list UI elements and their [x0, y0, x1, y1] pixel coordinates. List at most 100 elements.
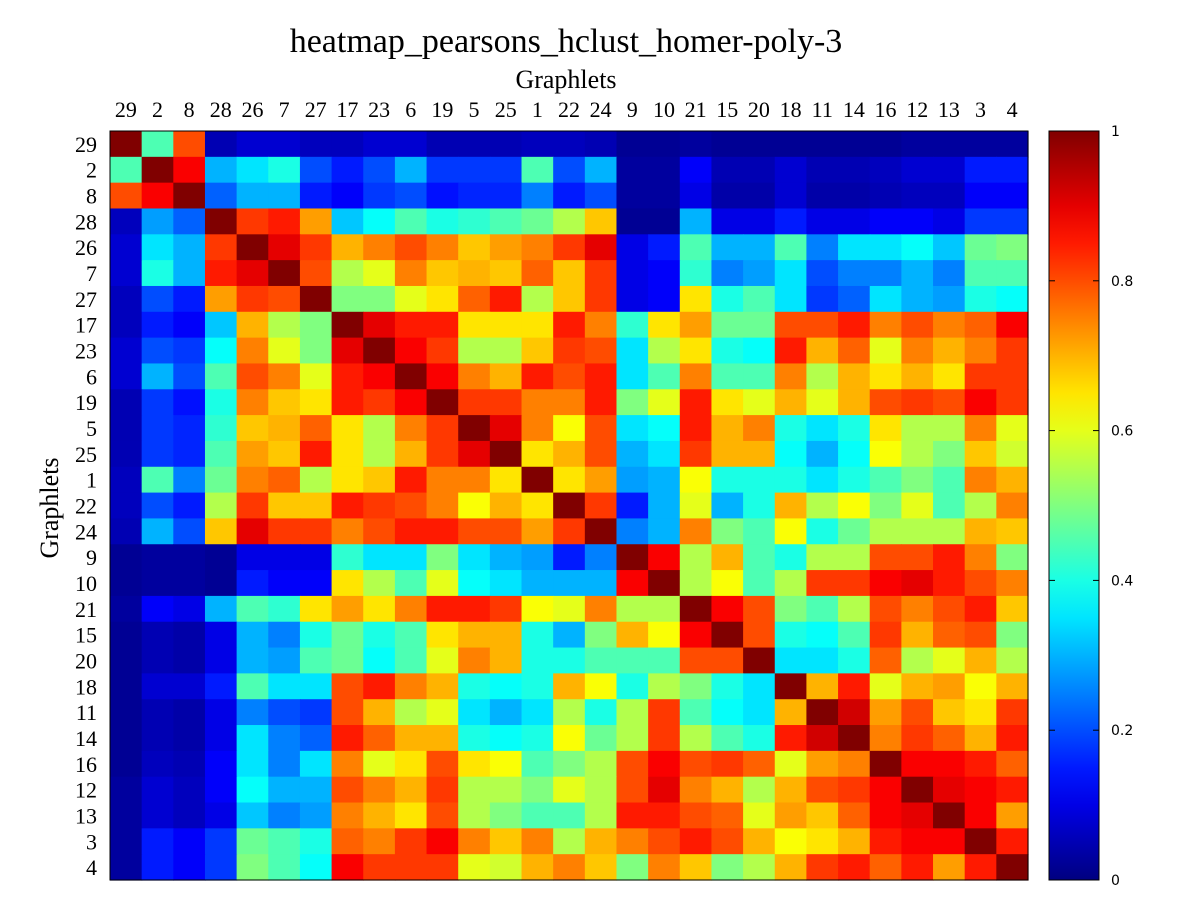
heatmap-cell: [141, 492, 174, 520]
plot-frame: [109, 130, 1029, 881]
heatmap-cell: [933, 725, 966, 752]
heatmap-cell: [806, 311, 839, 339]
heatmap-cell: [173, 182, 206, 210]
heatmap-cell: [521, 440, 554, 468]
heatmap-cell: [648, 595, 681, 623]
heatmap-cell: [838, 337, 871, 365]
heatmap-cell: [933, 544, 966, 571]
x-tick-label: 10: [653, 97, 675, 122]
heatmap-cell: [426, 621, 459, 649]
heatmap-cell: [616, 621, 649, 649]
heatmap-cell: [268, 337, 301, 365]
heatmap-cell: [204, 492, 238, 520]
heatmap-cell: [458, 518, 491, 545]
heatmap-cell: [110, 750, 143, 778]
heatmap-cell: [584, 854, 618, 881]
heatmap-cell: [711, 285, 744, 313]
heatmap-cell: [774, 776, 808, 804]
heatmap-cell: [173, 466, 206, 494]
heatmap-cell: [964, 285, 997, 313]
heatmap-cell: [141, 699, 174, 726]
heatmap-cell: [299, 776, 333, 804]
heatmap-cell: [236, 647, 269, 674]
heatmap-cell: [806, 389, 839, 416]
heatmap-cell: [489, 156, 523, 184]
heatmap-cell: [204, 363, 238, 390]
heatmap-cell: [838, 156, 871, 184]
heatmap-cell: [110, 492, 143, 520]
y-tick-label: 8: [86, 184, 97, 209]
x-tick-label: 11: [812, 97, 833, 122]
heatmap-cell: [141, 595, 174, 623]
heatmap-cell: [901, 518, 934, 545]
heatmap-cell: [996, 311, 1029, 339]
heatmap-cell: [711, 131, 744, 158]
heatmap-cell: [838, 621, 871, 649]
heatmap-cell: [236, 828, 269, 855]
heatmap-cell: [458, 285, 491, 313]
heatmap-cell: [268, 699, 301, 726]
colorbar-tick-label: 0.6: [1111, 424, 1133, 440]
heatmap-cell: [458, 725, 491, 752]
heatmap-cell: [743, 466, 776, 494]
heatmap-cell: [204, 802, 238, 829]
heatmap-cell: [426, 260, 459, 287]
heatmap-cell: [458, 182, 491, 210]
heatmap-cell: [584, 208, 618, 235]
heatmap-cell: [806, 260, 839, 287]
heatmap-cell: [964, 363, 997, 390]
heatmap-cell: [204, 828, 238, 855]
heatmap-cell: [299, 518, 333, 545]
heatmap-cell: [521, 311, 554, 339]
heatmap-cell: [521, 285, 554, 313]
heatmap-cell: [521, 363, 554, 390]
heatmap-cell: [584, 234, 618, 261]
heatmap-cell: [901, 570, 934, 597]
heatmap-cell: [299, 156, 333, 184]
heatmap-cell: [204, 466, 238, 494]
heatmap-cell: [679, 518, 713, 545]
heatmap-cell: [774, 595, 808, 623]
heatmap-cell: [838, 131, 871, 158]
heatmap-cell: [648, 131, 681, 158]
y-tick-label: 7: [86, 261, 97, 286]
heatmap-cell: [869, 285, 902, 313]
heatmap-cell: [236, 182, 269, 210]
heatmap-cell: [743, 828, 776, 855]
heatmap-cell: [806, 337, 839, 365]
heatmap-cell: [110, 518, 143, 545]
heatmap-cell: [426, 725, 459, 752]
heatmap-cell: [521, 802, 554, 829]
heatmap-cell: [489, 234, 523, 261]
heatmap-cell: [204, 260, 238, 287]
heatmap-cell: [299, 647, 333, 674]
heatmap-cell: [363, 363, 396, 390]
heatmap-cell: [869, 854, 902, 881]
heatmap-cell: [458, 776, 491, 804]
heatmap-cell: [996, 802, 1029, 829]
heatmap-cell: [584, 544, 618, 571]
heatmap-cell: [806, 673, 839, 700]
heatmap-cell: [268, 570, 301, 597]
heatmap-cell: [331, 311, 364, 339]
heatmap-cell: [616, 673, 649, 700]
heatmap-cell: [584, 802, 618, 829]
heatmap-cell: [679, 854, 713, 881]
y-tick-label: 15: [75, 623, 97, 648]
heatmap-cell: [363, 260, 396, 287]
heatmap-cell: [616, 363, 649, 390]
heatmap-cell: [426, 337, 459, 365]
heatmap-cell: [458, 337, 491, 365]
heatmap-cell: [964, 647, 997, 674]
heatmap-cell: [964, 570, 997, 597]
heatmap-cell: [553, 802, 586, 829]
heatmap-cell: [458, 208, 491, 235]
colorbar-ticks: 0 0.2 0.4 0.6 0.8 1: [1049, 124, 1133, 889]
heatmap-cell: [110, 415, 143, 442]
heatmap-cell: [743, 415, 776, 442]
heatmap-cell: [331, 260, 364, 287]
heatmap-cell: [299, 621, 333, 649]
x-tick-label: 3: [975, 97, 986, 122]
heatmap-cell: [616, 156, 649, 184]
heatmap-cell: [933, 647, 966, 674]
